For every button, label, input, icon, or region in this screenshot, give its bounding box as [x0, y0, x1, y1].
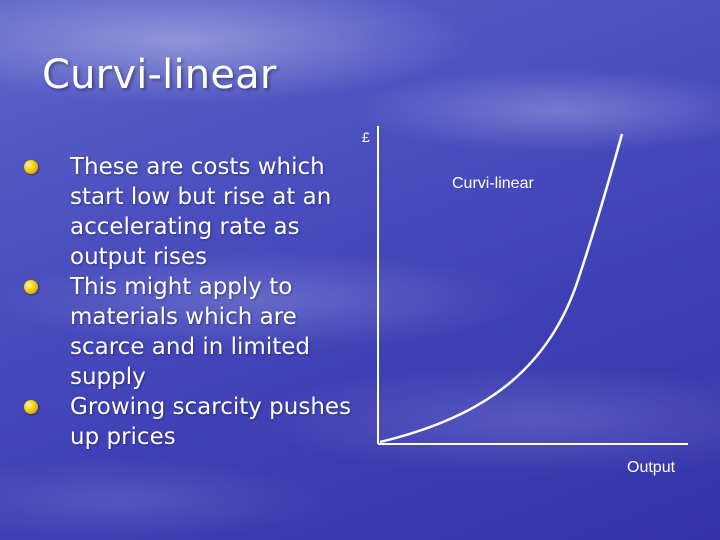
bullet-text: These are costs which start low but rise…	[70, 154, 332, 270]
y-axis-label: £	[362, 129, 370, 145]
bullet-dot-icon	[24, 280, 38, 294]
bullet-text: This might apply to materials which are …	[70, 274, 310, 390]
bullet-list: These are costs which start low but rise…	[22, 152, 352, 452]
curve-label: Curvi-linear	[452, 175, 534, 192]
bullet-dot-icon	[24, 160, 38, 174]
bullet-item: These are costs which start low but rise…	[22, 152, 352, 272]
curvi-linear-cost-curve	[379, 133, 624, 444]
bullet-item: This might apply to materials which are …	[22, 272, 352, 392]
slide-title: Curvi-linear	[42, 52, 277, 98]
bullet-dot-icon	[24, 400, 38, 414]
x-axis-label: Output	[627, 459, 676, 476]
bullet-text: Growing scarcity pushes up prices	[70, 394, 352, 450]
bullet-item: Growing scarcity pushes up prices	[22, 392, 352, 452]
